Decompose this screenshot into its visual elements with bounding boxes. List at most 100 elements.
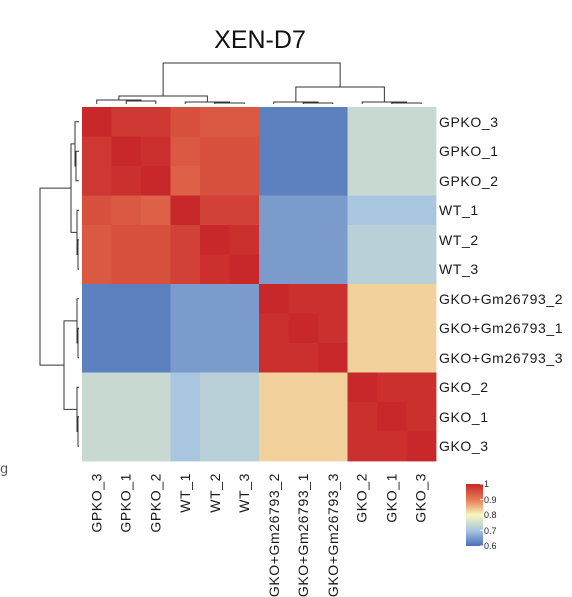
heatmap-cell — [259, 284, 289, 314]
heatmap-cell — [406, 195, 437, 226]
row-dendrogram-branch — [39, 187, 71, 366]
heatmap-cell — [259, 431, 289, 462]
heatmap-cell — [347, 107, 378, 137]
heatmap-cell — [111, 166, 142, 196]
heatmap-cell — [259, 166, 289, 196]
heatmap-cell — [377, 402, 407, 432]
heatmap-cell — [406, 372, 437, 403]
row-label: GKO_1 — [439, 408, 489, 425]
heatmap-cell — [229, 431, 260, 462]
column-label: WT_3 — [236, 473, 252, 513]
heatmap-cell — [82, 107, 112, 137]
color-legend-bar — [466, 484, 483, 546]
heatmap-cell — [259, 254, 289, 285]
heatmap-cell — [82, 195, 112, 226]
heatmap-cell — [82, 402, 112, 432]
heatmap-cell — [229, 254, 260, 285]
heatmap-cell — [200, 225, 230, 255]
column-dendrogram-branch — [214, 102, 245, 104]
heatmap-cell — [347, 284, 378, 314]
heatmap-cell — [288, 254, 319, 285]
heatmap-cell — [318, 284, 348, 314]
heatmap-cell — [318, 107, 348, 137]
heatmap-cell — [141, 372, 171, 403]
heatmap-cell — [111, 372, 142, 403]
heatmap-cell — [288, 343, 319, 373]
heatmap-cell — [377, 254, 407, 285]
heatmap-cell — [170, 343, 201, 373]
legend-tick-label: 0.8 — [484, 510, 497, 520]
heatmap-cell — [406, 107, 437, 137]
heatmap-cell — [200, 402, 230, 432]
heatmap-cell — [229, 402, 260, 432]
heatmap-cell — [259, 136, 289, 167]
heatmap-cell — [259, 107, 289, 137]
heatmap-cell — [347, 166, 378, 196]
heatmap-cell — [229, 107, 260, 137]
heatmap-cell — [377, 136, 407, 167]
heatmap-cell — [111, 195, 142, 226]
row-dendrogram-branch — [63, 320, 77, 410]
heatmap-cell — [318, 225, 348, 255]
row-label: WT_2 — [439, 231, 479, 248]
heatmap-cell — [170, 431, 201, 462]
row-label: GPKO_2 — [439, 172, 499, 189]
heatmap-cell — [288, 107, 319, 137]
heatmap-cell — [377, 284, 407, 314]
column-label: GPKO_2 — [147, 473, 164, 533]
column-label: GKO+Gm26793_3 — [324, 473, 341, 597]
column-dendrogram-branch — [125, 100, 157, 104]
heatmap-cell — [318, 166, 348, 196]
heatmap-cell — [200, 284, 230, 314]
heatmap-cell — [141, 195, 171, 226]
heatmap-cell — [170, 254, 201, 285]
heatmap-cell — [111, 107, 142, 137]
heatmap-cell — [259, 402, 289, 432]
heatmap-cell — [318, 372, 348, 403]
heatmap-cell — [229, 284, 260, 314]
heatmap-cell — [259, 225, 289, 255]
heatmap-cell — [347, 136, 378, 167]
column-label: GPKO_3 — [88, 473, 105, 533]
heatmap-cell — [347, 254, 378, 285]
heatmap-cell — [200, 136, 230, 167]
heatmap-cell — [82, 313, 112, 344]
heatmap-cell — [229, 313, 260, 344]
column-dendrogram-branch — [302, 102, 334, 104]
heatmap-cell — [141, 254, 171, 285]
heatmap-cell — [288, 431, 319, 462]
heatmap-cell — [82, 225, 112, 255]
heatmap-cell — [82, 284, 112, 314]
heatmap-cell — [406, 313, 437, 344]
row-label: GKO+Gm26793_1 — [439, 320, 564, 337]
column-label: WT_2 — [206, 473, 223, 513]
stray-glyph: ց — [0, 461, 9, 476]
heatmap-cell — [111, 431, 142, 462]
heatmap-cell — [377, 195, 407, 226]
heatmap-cell — [318, 195, 348, 226]
heatmap-cell — [406, 254, 437, 285]
column-label: GKO+Gm26793_1 — [295, 473, 312, 597]
legend-tick-label: 0.9 — [484, 494, 497, 505]
heatmap-cell — [111, 254, 142, 285]
heatmap-cell — [141, 313, 171, 344]
heatmap-cell — [141, 402, 171, 432]
heatmap-cell — [170, 313, 201, 344]
column-label: GKO_3 — [412, 473, 429, 523]
heatmap-cell — [406, 284, 437, 314]
heatmap-cell — [170, 402, 201, 432]
heatmap-cell — [288, 225, 319, 255]
heatmap-cell — [288, 284, 319, 314]
row-label: GKO+Gm26793_2 — [439, 290, 564, 307]
legend-tick-label: 0.6 — [484, 541, 497, 551]
heatmap-cell — [288, 402, 319, 432]
heatmap-cell — [200, 372, 230, 403]
heatmap-cell — [377, 372, 407, 403]
heatmap-cell — [288, 372, 319, 403]
heatmap-cell — [200, 313, 230, 344]
heatmap-cell — [82, 431, 112, 462]
heatmap-cell — [318, 402, 348, 432]
column-label: GKO_1 — [383, 473, 400, 523]
chart-title: XEN-D7 — [214, 26, 306, 54]
heatmap-cell — [288, 195, 319, 226]
